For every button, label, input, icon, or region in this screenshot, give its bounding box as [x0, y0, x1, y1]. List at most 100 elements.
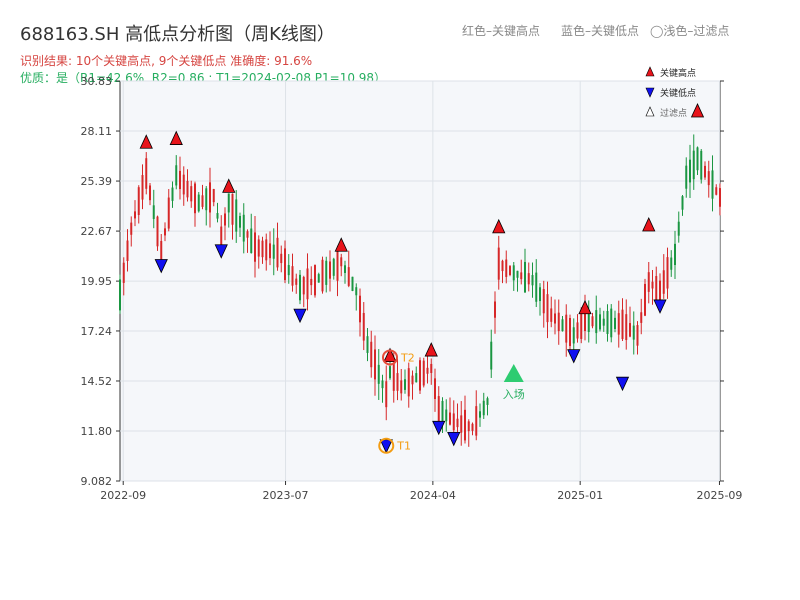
candle-body	[126, 240, 129, 262]
candle-body	[490, 341, 493, 370]
candle-body	[306, 268, 309, 300]
candle-body	[572, 327, 575, 344]
candle-body	[497, 247, 500, 280]
candle-body	[524, 261, 526, 293]
entry-marker	[503, 363, 524, 382]
candle-body	[302, 277, 305, 295]
legend-high-label: 关键高点	[660, 67, 696, 79]
candle-body	[134, 211, 136, 219]
key-high-marker	[383, 347, 397, 362]
candle-body	[464, 409, 466, 441]
candle-body	[122, 262, 125, 283]
candle-body	[621, 309, 624, 340]
candle-body	[482, 400, 485, 416]
candle-body	[700, 150, 703, 180]
candle-body	[715, 187, 718, 195]
candle-body	[587, 309, 590, 332]
candle-body	[681, 196, 684, 210]
candle-body	[392, 363, 395, 391]
candle-body	[475, 406, 478, 436]
legend-light-text: ◯浅色–过滤点	[650, 24, 730, 38]
key-high-marker	[492, 218, 506, 234]
candle-body	[696, 147, 699, 171]
key-high-marker	[139, 134, 153, 149]
candle-body	[565, 314, 568, 343]
candle-body	[156, 216, 159, 247]
candle-body	[602, 318, 605, 326]
legend-filtered-label: 过滤点	[660, 107, 687, 119]
candle-body	[194, 183, 196, 214]
key-high-marker	[424, 342, 438, 357]
candle-body	[449, 412, 451, 425]
candle-body	[201, 195, 204, 207]
legend-high-icon	[645, 66, 655, 77]
candle-body	[407, 368, 410, 397]
candle-body	[689, 159, 691, 183]
candle-body	[539, 287, 541, 302]
candle-body	[719, 188, 721, 207]
candle-body	[182, 174, 185, 195]
y-tick-label: 19.95	[81, 275, 113, 288]
candle-body	[460, 415, 463, 433]
candle-body	[531, 275, 534, 286]
key-high-marker	[222, 178, 236, 193]
candle-body	[471, 423, 474, 431]
candle-body	[404, 379, 406, 390]
candle-body	[677, 221, 680, 236]
candle-body	[452, 413, 455, 431]
candle-body	[434, 378, 436, 400]
candle-body	[336, 248, 339, 281]
candle-body	[557, 312, 560, 332]
candle-body	[494, 301, 496, 318]
candle-body	[216, 213, 219, 219]
candle-body	[711, 170, 714, 199]
candle-body	[190, 186, 193, 202]
candle-body	[171, 187, 174, 201]
candle-body	[295, 278, 298, 285]
candle-body	[561, 319, 564, 332]
y-tick-label: 22.67	[81, 225, 113, 238]
t2-label: T2	[400, 351, 415, 364]
y-tick-label: 14.52	[81, 375, 113, 388]
key-high-marker	[169, 130, 183, 145]
candle-body	[160, 240, 163, 261]
candle-body	[381, 380, 384, 389]
candle-body	[287, 265, 290, 276]
candle-body	[554, 313, 556, 324]
candle-body	[632, 325, 635, 340]
y-tick-label: 28.11	[81, 125, 113, 138]
candle-body	[280, 253, 283, 264]
candle-body	[546, 294, 549, 323]
y-tick-label: 9.082	[81, 475, 113, 488]
x-tick-label: 2024-04	[410, 489, 456, 502]
entry-label: 入场	[503, 387, 525, 401]
key-low-marker	[214, 244, 228, 259]
candle-body	[685, 165, 688, 189]
candle-body	[224, 213, 226, 226]
candle-body	[321, 259, 324, 292]
key-high-marker	[642, 217, 656, 232]
candle-body	[119, 279, 121, 311]
candle-body	[167, 197, 170, 229]
candle-body	[332, 258, 335, 276]
candle-body	[141, 175, 144, 200]
candle-body	[599, 314, 601, 330]
candle-body	[377, 364, 380, 384]
legend-low-icon	[645, 87, 655, 98]
candle-body	[197, 194, 200, 212]
candle-body	[310, 278, 313, 286]
key-low-marker	[615, 376, 630, 392]
candle-body	[415, 373, 418, 383]
candle-body	[419, 360, 421, 391]
candle-body	[299, 274, 301, 301]
candle-body	[205, 188, 208, 211]
key-low-marker	[293, 308, 307, 324]
candle-body	[400, 380, 403, 394]
t2-marker	[382, 349, 398, 366]
candle-body	[617, 313, 620, 335]
candle-body	[509, 266, 511, 275]
result-info: 识别结果: 10个关键高点, 9个关键低点 准确度: 91.6%	[20, 54, 313, 68]
legend-red-text: 红色–关键高点	[462, 24, 541, 38]
candle-body	[426, 367, 429, 374]
candle-body	[344, 265, 346, 273]
